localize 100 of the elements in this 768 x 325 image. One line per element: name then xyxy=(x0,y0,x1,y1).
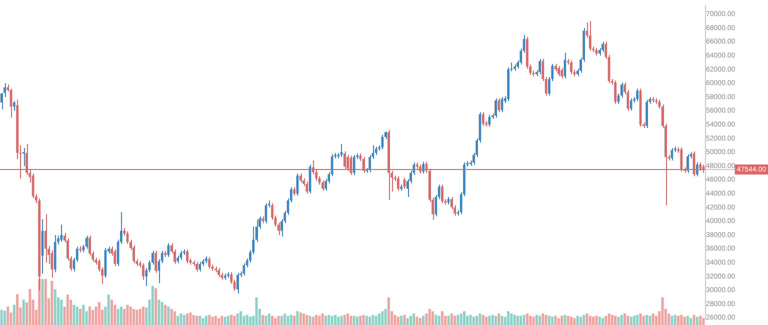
bar xyxy=(365,316,368,325)
bar xyxy=(560,316,564,325)
bar xyxy=(98,302,100,325)
candlestick xyxy=(614,80,616,104)
bar xyxy=(462,311,466,325)
candlestick xyxy=(498,98,500,113)
bar xyxy=(522,314,526,325)
bar xyxy=(680,314,683,325)
candlestick xyxy=(557,65,560,77)
bar xyxy=(636,314,639,325)
bar xyxy=(296,311,299,325)
bar xyxy=(520,316,522,325)
bar xyxy=(264,316,268,325)
bar xyxy=(180,314,182,325)
bar xyxy=(432,311,434,325)
candlestick xyxy=(0,92,3,110)
bar xyxy=(274,318,277,325)
bar xyxy=(532,316,535,325)
bar xyxy=(158,300,160,325)
bar xyxy=(136,310,138,325)
bar xyxy=(632,316,636,325)
bar xyxy=(198,316,202,325)
bar xyxy=(186,314,189,325)
bar xyxy=(548,316,550,325)
bar xyxy=(248,316,252,325)
candlestick xyxy=(321,180,324,192)
bar xyxy=(608,314,610,325)
bar xyxy=(516,316,519,325)
bar xyxy=(702,318,705,325)
bar xyxy=(204,316,208,325)
bar xyxy=(626,316,630,325)
bar xyxy=(22,300,25,325)
bar xyxy=(60,300,63,325)
bar xyxy=(120,306,122,325)
bar xyxy=(44,279,47,325)
bar xyxy=(488,316,491,325)
bar xyxy=(233,316,236,325)
candlestick xyxy=(686,154,689,174)
bar xyxy=(28,289,32,325)
candlestick xyxy=(368,154,371,173)
bar xyxy=(189,312,192,325)
bar xyxy=(318,316,321,325)
bar xyxy=(343,314,346,325)
candlestick xyxy=(588,20,592,52)
bar xyxy=(368,316,372,325)
candlestick xyxy=(560,67,563,79)
bar xyxy=(262,314,264,325)
bar xyxy=(456,314,460,325)
bar xyxy=(586,314,588,325)
bar xyxy=(6,306,10,325)
candlestick xyxy=(60,224,63,242)
bar xyxy=(690,318,692,325)
bar xyxy=(387,297,390,325)
bar xyxy=(246,314,248,325)
bar xyxy=(236,314,239,325)
candlestick xyxy=(208,256,210,270)
candlestick xyxy=(306,181,308,194)
candlestick xyxy=(12,100,16,112)
bar xyxy=(478,314,482,325)
bar xyxy=(340,316,343,325)
bar xyxy=(372,314,374,325)
bar xyxy=(154,288,158,325)
bar xyxy=(570,316,572,325)
bar xyxy=(123,308,126,325)
bar xyxy=(576,316,579,325)
bar xyxy=(447,316,450,325)
bar xyxy=(270,316,274,325)
bar xyxy=(601,318,604,325)
bar xyxy=(334,314,336,325)
bar xyxy=(3,310,6,325)
candlestick xyxy=(340,143,343,158)
bar xyxy=(82,304,85,325)
bar xyxy=(403,314,406,325)
bar xyxy=(324,316,328,325)
bar xyxy=(88,306,91,325)
candlestick xyxy=(494,98,497,118)
bar xyxy=(434,314,438,325)
bar xyxy=(132,308,136,325)
bar xyxy=(321,314,324,325)
bar xyxy=(352,316,356,325)
bar xyxy=(312,316,314,325)
bar xyxy=(418,318,422,325)
candlestick xyxy=(441,184,444,204)
bar xyxy=(214,316,217,325)
bar xyxy=(230,314,233,325)
bar xyxy=(280,316,283,325)
bar xyxy=(38,279,41,325)
candlestick xyxy=(488,114,491,128)
bar xyxy=(72,304,76,325)
candlestick xyxy=(538,58,541,75)
candlestick xyxy=(570,60,572,75)
bar xyxy=(416,316,418,325)
bar xyxy=(428,308,431,325)
bar xyxy=(378,314,381,325)
bar xyxy=(454,316,456,325)
bar xyxy=(224,316,226,325)
bar xyxy=(623,314,626,325)
candlestick xyxy=(167,242,170,258)
bar xyxy=(535,314,538,325)
bar xyxy=(564,314,566,325)
